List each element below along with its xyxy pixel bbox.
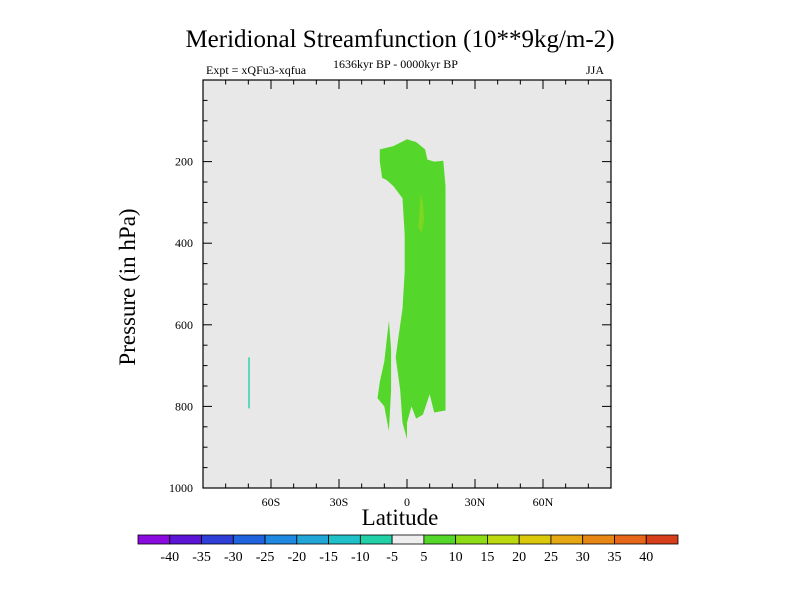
colorbar-label: 35 [607, 550, 621, 565]
colorbar-swatch [169, 534, 202, 545]
colorbar-swatch [137, 534, 171, 545]
colorbar-swatch [582, 534, 615, 545]
period-label: 1636kyr BP - 0000kyr BP [333, 57, 458, 71]
axis-ticks: 60S 30S 0 30N 60N 200 400 600 800 1000 [169, 80, 611, 509]
y-tick-label: 800 [175, 399, 193, 413]
colorbar-swatch [264, 534, 298, 545]
experiment-label: Expt = xQFu3-xqfua [206, 63, 307, 77]
colorbar-label: 30 [576, 550, 590, 565]
chart-title: Meridional Streamfunction (10**9kg/m-2) [185, 26, 615, 53]
colorbar-label: -35 [192, 550, 211, 565]
contour-region-1 [418, 194, 424, 233]
colorbar-label: 20 [512, 550, 526, 565]
y-tick-label: 200 [175, 155, 193, 169]
colorbar-swatch [423, 534, 457, 545]
x-tick-label: 0 [404, 495, 410, 509]
colorbar-swatch [391, 534, 425, 545]
colorbar-label: -30 [224, 550, 243, 565]
colorbar-label: -20 [287, 550, 306, 565]
y-tick-label: 600 [175, 318, 193, 332]
colorbar-label: -5 [386, 550, 398, 565]
colorbar-label: -25 [256, 550, 275, 565]
colorbar-label: -15 [319, 550, 338, 565]
season-label: JJA [586, 63, 605, 77]
contour-region-3 [248, 357, 250, 409]
x-tick-label: 30N [465, 495, 486, 509]
colorbar-swatch [518, 534, 552, 545]
contour-region-2 [377, 320, 392, 431]
colorbar-swatch [455, 534, 488, 545]
colorbar-swatch [296, 534, 329, 545]
colorbar-label: -40 [160, 550, 179, 565]
colorbar-label: 10 [449, 550, 463, 565]
colorbar-swatch [328, 534, 361, 545]
colorbar-label: 40 [639, 550, 653, 565]
colorbar-swatch [645, 534, 679, 545]
colorbar-label: 5 [420, 550, 427, 565]
y-tick-label: 1000 [169, 481, 193, 495]
colorbar: -40 -35 -30 -25 -20 -15 -10 -5 5 10 15 20 25 30 35 40 [137, 534, 679, 565]
colorbar-swatch [359, 534, 393, 545]
x-tick-label: 60S [262, 495, 281, 509]
colorbar-label: -10 [351, 550, 370, 565]
x-tick-label: 30S [330, 495, 349, 509]
colorbar-label: 15 [480, 550, 494, 565]
x-tick-label: 60N [533, 495, 554, 509]
colorbar-label: 25 [544, 550, 558, 565]
x-axis-label: Latitude [361, 505, 439, 530]
colorbar-swatch [487, 534, 520, 545]
contour-region-0 [379, 139, 446, 439]
contour-regions [248, 139, 446, 439]
colorbar-swatch [201, 534, 234, 545]
y-tick-label: 400 [175, 236, 193, 250]
colorbar-swatch [550, 534, 584, 545]
colorbar-swatch [614, 534, 647, 545]
colorbar-swatch [232, 534, 266, 545]
